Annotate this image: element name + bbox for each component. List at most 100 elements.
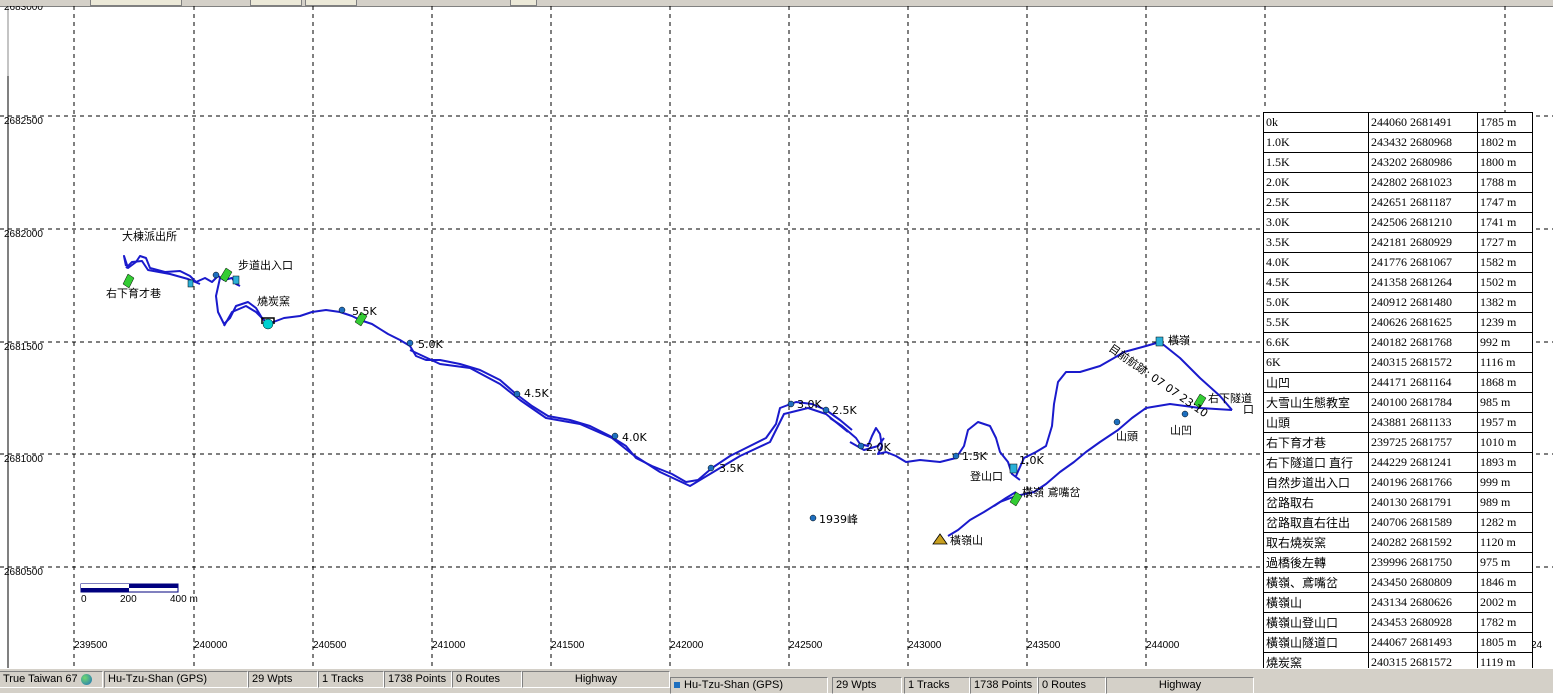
table-row: 右下隧道口 直行 244229 2681241 1893 m (1263, 452, 1533, 473)
table-row: 4.0K 241776 2681067 1582 m (1263, 252, 1533, 273)
scale-label: 200 (120, 594, 137, 605)
waypoint-coord-cell: 240100 2681784 (1368, 392, 1478, 413)
waypoint-elev-cell: 1802 m (1477, 132, 1533, 153)
waypoint-label: 2.0K (866, 441, 891, 454)
waypoint-coord-cell: 243134 2680626 (1368, 592, 1478, 613)
map-area[interactable]: 2683000 2682500 2682000 2681500 2681000 … (0, 6, 1553, 673)
waypoint-name-cell: 4.0K (1263, 252, 1369, 273)
waypoint-coord-cell: 244229 2681241 (1368, 452, 1478, 473)
waypoint-coord-cell: 239996 2681750 (1368, 552, 1478, 573)
scale-bar: 0 200 400 m (80, 583, 198, 605)
waypoint-coord-cell: 244171 2681164 (1368, 372, 1478, 393)
table-row: 橫嶺、鳶嘴岔 243450 2680809 1846 m (1263, 572, 1533, 593)
waypoint-elev-cell: 1800 m (1477, 152, 1533, 173)
waypoint-name-cell: 6K (1263, 352, 1369, 373)
waypoint-coord-cell: 240130 2681791 (1368, 492, 1478, 513)
waypoint-name-cell: 3.5K (1263, 232, 1369, 253)
y-label: 2681000 (4, 454, 43, 465)
waypoint-elev-cell: 1893 m (1477, 452, 1533, 473)
table-row: 6.6K 240182 2681768 992 m (1263, 332, 1533, 353)
waypoint-coord-cell: 244067 2681493 (1368, 632, 1478, 653)
status-tracks: 1 Tracks (318, 671, 384, 688)
waypoint-label: 右下育才巷 (106, 286, 161, 300)
status-map-type: Highway (522, 671, 670, 688)
y-label: 2682000 (4, 229, 43, 240)
waypoint-name-cell: 1.5K (1263, 152, 1369, 173)
waypoint-coord-cell: 244060 2681491 (1368, 112, 1478, 133)
waypoint-name-cell: 岔路取右 (1263, 492, 1369, 513)
waypoint-elev-cell: 992 m (1477, 332, 1533, 353)
status-waypoints-dup-text: 29 Wpts (836, 679, 877, 691)
table-row: 0k 244060 2681491 1785 m (1263, 112, 1533, 133)
waypoint-name-cell: 2.0K (1263, 172, 1369, 193)
waypoint-name-cell: 橫嶺山隧道口 (1263, 632, 1369, 653)
waypoint-coord-cell: 240182 2681768 (1368, 332, 1478, 353)
waypoint-elev-cell: 989 m (1477, 492, 1533, 513)
waypoint-label: 山凹 (1170, 424, 1192, 437)
waypoint-elev-cell: 1868 m (1477, 372, 1533, 393)
waypoint-coord-cell: 243450 2680809 (1368, 572, 1478, 593)
status-map-type-dup: Highway (1106, 677, 1254, 694)
toolbar-button[interactable] (90, 0, 182, 6)
status-file: Hu-Tzu-Shan (GPS) (104, 671, 248, 688)
waypoint-elev-cell: 2002 m (1477, 592, 1533, 613)
table-row: 橫嶺山 243134 2680626 2002 m (1263, 592, 1533, 613)
status-routes-dup-text: 0 Routes (1042, 679, 1087, 691)
toolbar-button[interactable] (250, 0, 302, 6)
status-tracks-dup: 1 Tracks (904, 677, 970, 694)
waypoint-coord-cell: 243432 2680968 (1368, 132, 1478, 153)
waypoint-elev-cell: 1957 m (1477, 412, 1533, 433)
toolbar-button[interactable] (305, 0, 357, 6)
scale-label: 400 m (170, 594, 198, 605)
waypoint-coord-cell: 242506 2681210 (1368, 212, 1478, 233)
status-routes: 0 Routes (452, 671, 522, 688)
toolbar-button[interactable] (510, 0, 537, 6)
waypoint-coord-cell: 239725 2681757 (1368, 432, 1478, 453)
map-grid (0, 6, 1553, 668)
waypoint-elev-cell: 1282 m (1477, 512, 1533, 533)
file-icon (674, 682, 680, 688)
waypoint-name-cell: 右下育才巷 (1263, 432, 1369, 453)
table-row: 6K 240315 2681572 1116 m (1263, 352, 1533, 373)
x-label: 243500 (1027, 640, 1061, 651)
waypoint-label: 右下隧道 (1208, 391, 1252, 405)
waypoint-elev-cell: 1741 m (1477, 212, 1533, 233)
y-label: 2683000 (4, 6, 43, 13)
waypoint-name-cell: 過橋後左轉 (1263, 552, 1369, 573)
waypoint-markers[interactable] (122, 267, 1207, 545)
waypoint-table: 0k 244060 2681491 1785 m 1.0K 243432 2680968… (1263, 112, 1533, 673)
y-label: 2682500 (4, 116, 43, 127)
waypoint-elev-cell: 1382 m (1477, 292, 1533, 313)
x-label: 242500 (789, 640, 823, 651)
status-map-type-dup-text: Highway (1158, 679, 1202, 691)
x-label: 241500 (551, 640, 585, 651)
status-file-text: Hu-Tzu-Shan (GPS) (108, 673, 208, 685)
waypoint-name-cell: 自然步道出入口 (1263, 472, 1369, 493)
status-projection-text: True Taiwan 67 (3, 673, 78, 685)
waypoint-elev-cell: 1116 m (1477, 352, 1533, 373)
table-row: 大雪山生態教室 240100 2681784 985 m (1263, 392, 1533, 413)
map-canvas[interactable]: 2683000 2682500 2682000 2681500 2681000 … (0, 6, 1553, 668)
x-label: 239500 (74, 640, 108, 651)
x-label: 242000 (670, 640, 704, 651)
table-row: 3.0K 242506 2681210 1741 m (1263, 212, 1533, 233)
status-routes-text: 0 Routes (456, 673, 501, 685)
waypoint-name-cell: 取右燒炭窯 (1263, 532, 1369, 553)
y-label: 2680500 (4, 567, 43, 578)
waypoint-elev-cell: 999 m (1477, 472, 1533, 493)
waypoint-name-cell: 3.0K (1263, 212, 1369, 233)
waypoint-coord-cell: 242802 2681023 (1368, 172, 1478, 193)
waypoint-name-cell: 橫嶺山登山口 (1263, 612, 1369, 633)
x-label: 24 (1531, 640, 1543, 651)
waypoint-coord-cell: 242651 2681187 (1368, 192, 1478, 213)
table-row: 山頭 243881 2681133 1957 m (1263, 412, 1533, 433)
waypoint-elev-cell: 1239 m (1477, 312, 1533, 333)
waypoint-name-cell: 4.5K (1263, 272, 1369, 293)
waypoint-elev-cell: 1119 m (1477, 652, 1533, 673)
table-row: 5.0K 240912 2681480 1382 m (1263, 292, 1533, 313)
status-projection: True Taiwan 67 (0, 671, 103, 688)
scale-label: 0 (81, 594, 87, 605)
status-map-type-text: Highway (574, 673, 618, 685)
x-label: 243000 (908, 640, 942, 651)
waypoint-elev-cell: 1805 m (1477, 632, 1533, 653)
